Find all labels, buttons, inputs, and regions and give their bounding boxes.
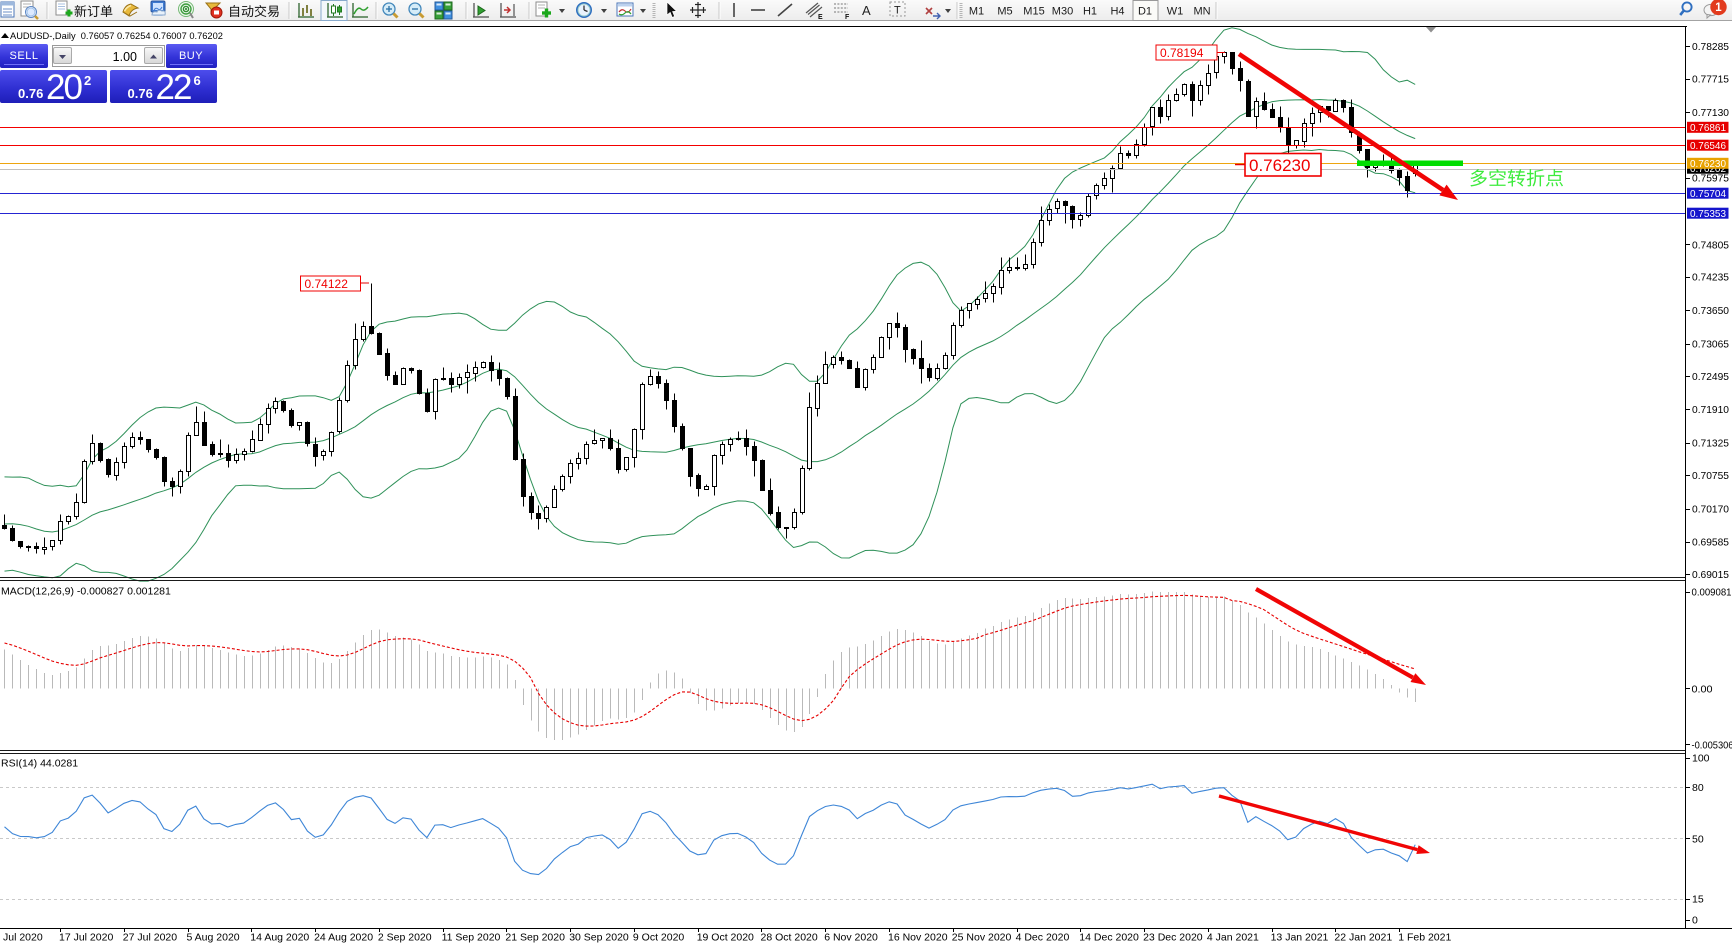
svg-text:D1: D1 [1138,6,1152,18]
svg-text:0.71325: 0.71325 [1692,438,1729,450]
svg-text:2 Sep 2020: 2 Sep 2020 [378,932,432,944]
svg-text:0.75353: 0.75353 [1690,208,1726,220]
svg-text:17 Jul 2020: 17 Jul 2020 [59,932,113,944]
svg-text:H4: H4 [1110,6,1124,18]
svg-text:5 Aug 2020: 5 Aug 2020 [187,932,240,944]
svg-text:-0.005306: -0.005306 [1692,739,1732,751]
svg-text:Jul 2020: Jul 2020 [3,932,43,944]
svg-text:0.69585: 0.69585 [1692,537,1729,549]
svg-text:0.74235: 0.74235 [1692,272,1729,284]
svg-text:28 Oct 2020: 28 Oct 2020 [761,932,818,944]
svg-text:A: A [862,3,871,18]
svg-text:0.78285: 0.78285 [1692,41,1729,53]
svg-text:0.76861: 0.76861 [1690,122,1726,134]
svg-text:H1: H1 [1083,6,1097,18]
svg-text:16 Nov 2020: 16 Nov 2020 [888,932,948,944]
svg-text:M30: M30 [1052,6,1073,18]
svg-text:T: T [894,5,901,17]
svg-text:0.74805: 0.74805 [1692,239,1729,251]
svg-text:0.77130: 0.77130 [1692,107,1729,119]
svg-text:MN: MN [1193,6,1210,18]
svg-text:4 Jan 2021: 4 Jan 2021 [1207,932,1259,944]
svg-text:9 Oct 2020: 9 Oct 2020 [633,932,685,944]
svg-text:0.76546: 0.76546 [1690,140,1726,152]
svg-text:1 Feb 2021: 1 Feb 2021 [1398,932,1451,944]
svg-text:E: E [818,14,823,21]
svg-text:14 Dec 2020: 14 Dec 2020 [1079,932,1139,944]
svg-text:15: 15 [1692,893,1704,905]
svg-text:50: 50 [1692,833,1704,845]
svg-text:14 Aug 2020: 14 Aug 2020 [250,932,309,944]
svg-text:0.70170: 0.70170 [1692,503,1729,515]
svg-text:100: 100 [1692,752,1710,764]
svg-text:0.76230: 0.76230 [1249,156,1310,175]
svg-text:0.72495: 0.72495 [1692,371,1729,383]
svg-text:0.77715: 0.77715 [1692,73,1729,85]
svg-text:0.71910: 0.71910 [1692,404,1729,416]
svg-text:1: 1 [1715,2,1722,14]
svg-text:80: 80 [1692,782,1704,794]
svg-text:4 Dec 2020: 4 Dec 2020 [1016,932,1070,944]
svg-text:6 Nov 2020: 6 Nov 2020 [824,932,878,944]
svg-text:22 Jan 2021: 22 Jan 2021 [1334,932,1392,944]
svg-text:MACD(12,26,9) -0.000827 0.0012: MACD(12,26,9) -0.000827 0.001281 [1,586,171,598]
svg-text:M5: M5 [997,6,1012,18]
svg-text:0.75704: 0.75704 [1690,188,1726,200]
svg-text:11 Sep 2020: 11 Sep 2020 [442,932,501,944]
svg-text:13 Jan 2021: 13 Jan 2021 [1271,932,1329,944]
svg-text:0.00: 0.00 [1692,683,1713,695]
svg-text:0.73065: 0.73065 [1692,338,1729,350]
svg-text:0.76230: 0.76230 [1690,158,1726,170]
svg-text:0: 0 [1692,914,1698,926]
svg-text:21 Sep 2020: 21 Sep 2020 [505,932,565,944]
svg-text:27 Jul 2020: 27 Jul 2020 [123,932,177,944]
svg-text:M15: M15 [1023,6,1044,18]
svg-text:F: F [845,14,850,21]
svg-text:0.78194: 0.78194 [1160,46,1204,60]
svg-text:W1: W1 [1167,6,1184,18]
svg-text:0.75975: 0.75975 [1692,173,1729,185]
svg-text:M1: M1 [969,6,984,18]
svg-text:23 Dec 2020: 23 Dec 2020 [1143,932,1203,944]
svg-text:0.69015: 0.69015 [1692,569,1729,581]
svg-text:25 Nov 2020: 25 Nov 2020 [952,932,1012,944]
svg-text:RSI(14) 44.0281: RSI(14) 44.0281 [1,758,78,770]
svg-text:0.73650: 0.73650 [1692,305,1729,317]
svg-text:0.009081: 0.009081 [1692,586,1732,598]
svg-text:0.74122: 0.74122 [305,277,349,291]
svg-text:0.70755: 0.70755 [1692,470,1729,482]
svg-text:30 Sep 2020: 30 Sep 2020 [569,932,629,944]
svg-text:24 Aug 2020: 24 Aug 2020 [314,932,373,944]
svg-text:19 Oct 2020: 19 Oct 2020 [697,932,754,944]
